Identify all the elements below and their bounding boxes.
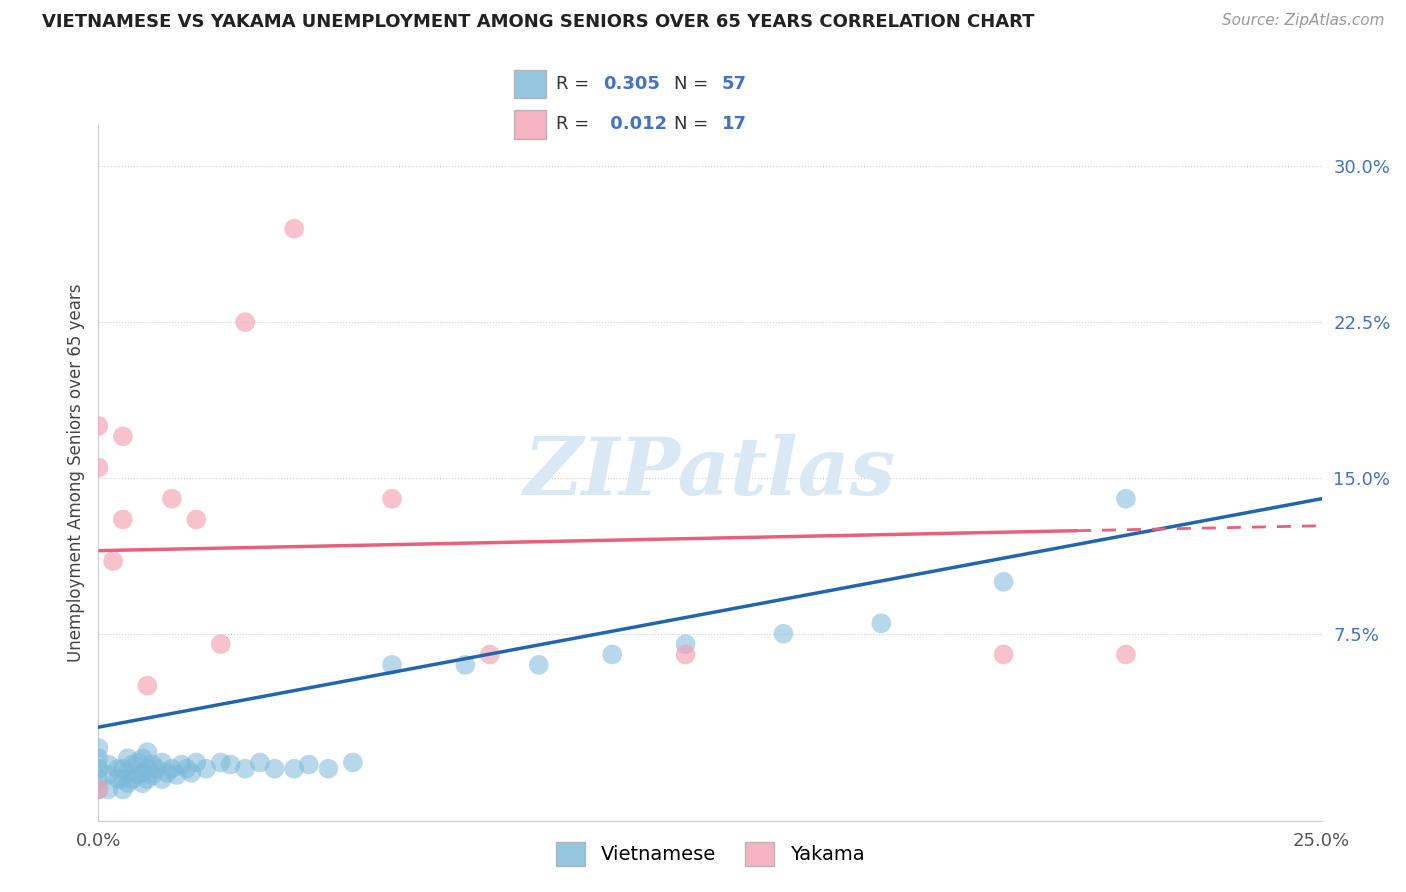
- Point: [283, 762, 305, 776]
- Point: [111, 512, 134, 526]
- Point: [454, 657, 477, 672]
- Point: [87, 782, 110, 797]
- Point: [131, 765, 153, 780]
- Text: VIETNAMESE VS YAKAMA UNEMPLOYMENT AMONG SENIORS OVER 65 YEARS CORRELATION CHART: VIETNAMESE VS YAKAMA UNEMPLOYMENT AMONG …: [42, 13, 1035, 31]
- Point: [127, 768, 149, 782]
- Point: [87, 460, 110, 475]
- Point: [136, 762, 159, 776]
- Point: [117, 765, 139, 780]
- Text: R =: R =: [557, 75, 595, 93]
- Text: ZIPatlas: ZIPatlas: [524, 434, 896, 511]
- Point: [870, 616, 893, 631]
- Point: [772, 626, 794, 640]
- Point: [127, 756, 149, 770]
- Point: [117, 751, 139, 765]
- Point: [209, 637, 232, 651]
- Point: [136, 772, 159, 786]
- Point: [101, 554, 124, 568]
- Point: [87, 762, 110, 776]
- Point: [233, 315, 256, 329]
- Text: 57: 57: [721, 75, 747, 93]
- Y-axis label: Unemployment Among Seniors over 65 years: Unemployment Among Seniors over 65 years: [66, 284, 84, 662]
- Point: [150, 756, 173, 770]
- Point: [87, 741, 110, 756]
- Point: [600, 648, 623, 662]
- Point: [121, 757, 143, 772]
- Point: [993, 574, 1015, 589]
- Point: [170, 757, 193, 772]
- Point: [136, 745, 159, 759]
- Point: [675, 637, 697, 651]
- Point: [283, 221, 305, 235]
- Text: N =: N =: [675, 115, 714, 133]
- Point: [1115, 491, 1137, 506]
- Point: [107, 772, 129, 786]
- Point: [87, 419, 110, 434]
- Point: [263, 762, 285, 776]
- Point: [141, 768, 163, 782]
- Point: [993, 648, 1015, 662]
- Point: [87, 751, 110, 765]
- Point: [381, 657, 404, 672]
- Text: 0.305: 0.305: [603, 75, 661, 93]
- Point: [209, 756, 232, 770]
- Point: [186, 756, 208, 770]
- Point: [219, 757, 242, 772]
- Point: [160, 762, 183, 776]
- Point: [381, 491, 404, 506]
- Point: [478, 648, 501, 662]
- Point: [111, 429, 134, 443]
- Point: [87, 782, 110, 797]
- Point: [111, 762, 134, 776]
- Point: [298, 757, 321, 772]
- Point: [186, 512, 208, 526]
- Point: [131, 751, 153, 765]
- Point: [136, 679, 159, 693]
- Point: [107, 762, 129, 776]
- Point: [342, 756, 364, 770]
- Point: [150, 772, 173, 786]
- FancyBboxPatch shape: [513, 70, 546, 98]
- Text: 0.012: 0.012: [603, 115, 666, 133]
- Point: [87, 772, 110, 786]
- Point: [195, 762, 218, 776]
- Point: [160, 491, 183, 506]
- Point: [121, 772, 143, 786]
- Point: [97, 768, 120, 782]
- Point: [97, 782, 120, 797]
- FancyBboxPatch shape: [513, 111, 546, 139]
- Point: [1115, 648, 1137, 662]
- Point: [176, 762, 198, 776]
- Point: [318, 762, 340, 776]
- Point: [131, 776, 153, 790]
- Point: [249, 756, 271, 770]
- Point: [111, 782, 134, 797]
- Text: R =: R =: [557, 115, 595, 133]
- Point: [675, 648, 697, 662]
- Text: Source: ZipAtlas.com: Source: ZipAtlas.com: [1222, 13, 1385, 29]
- Point: [97, 757, 120, 772]
- Point: [117, 776, 139, 790]
- Legend: Vietnamese, Yakama: Vietnamese, Yakama: [548, 834, 872, 873]
- Point: [141, 757, 163, 772]
- Text: N =: N =: [675, 75, 714, 93]
- Point: [156, 765, 179, 780]
- Point: [527, 657, 550, 672]
- Text: 17: 17: [721, 115, 747, 133]
- Point: [180, 765, 202, 780]
- Point: [111, 772, 134, 786]
- Point: [146, 762, 169, 776]
- Point: [233, 762, 256, 776]
- Point: [166, 768, 188, 782]
